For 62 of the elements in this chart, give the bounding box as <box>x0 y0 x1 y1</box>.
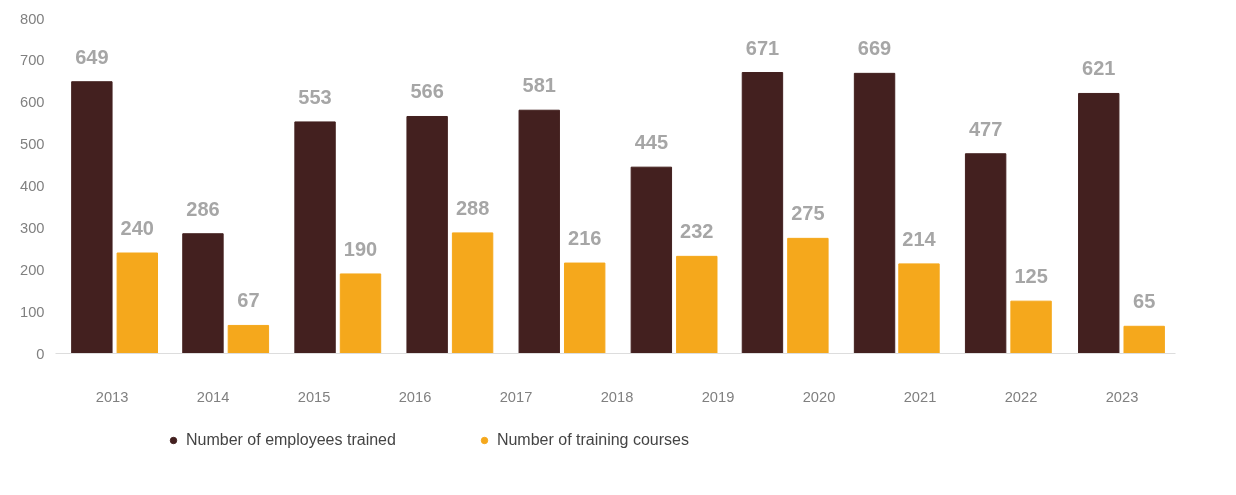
data-label: 125 <box>1014 265 1048 288</box>
x-tick-label: 2014 <box>196 388 230 405</box>
x-tick-label: 2015 <box>297 388 331 405</box>
y-tick-label: 700 <box>20 52 45 69</box>
x-tick-label: 2021 <box>903 388 937 405</box>
data-label: 649 <box>75 45 109 68</box>
data-label: 216 <box>568 227 602 250</box>
y-tick-label: 400 <box>20 178 45 194</box>
y-tick-label: 0 <box>36 345 45 362</box>
data-label: 621 <box>1082 57 1116 80</box>
bar <box>741 72 784 354</box>
data-label: 232 <box>680 220 714 243</box>
x-tick-label: 2017 <box>499 388 533 405</box>
bar <box>518 109 560 354</box>
bar <box>227 324 270 354</box>
bar <box>1010 300 1052 354</box>
data-label: 286 <box>186 197 220 220</box>
data-label: 214 <box>902 227 937 250</box>
x-tick-label: 2013 <box>95 388 129 405</box>
data-label: 288 <box>455 196 490 219</box>
bar <box>564 262 606 354</box>
x-tick-label: 2022 <box>1004 388 1038 405</box>
data-label: 190 <box>343 237 378 260</box>
bar <box>339 273 382 354</box>
y-tick-label: 200 <box>20 261 45 278</box>
data-label: 669 <box>857 37 892 60</box>
bar <box>294 121 336 354</box>
legend-label: Number of employees trained <box>186 431 396 449</box>
data-label: 566 <box>410 80 444 103</box>
legend-label: Number of training courses <box>496 431 689 449</box>
y-tick-label: 300 <box>20 219 45 236</box>
bar <box>964 153 1007 354</box>
x-tick-label: 2023 <box>1105 388 1139 405</box>
y-tick-label: 500 <box>20 136 45 153</box>
data-label: 240 <box>120 217 154 239</box>
data-label: 553 <box>298 85 332 108</box>
x-tick-label: 2019 <box>701 388 735 405</box>
data-label: 65 <box>1133 290 1156 313</box>
y-tick-label: 600 <box>20 94 45 111</box>
bar <box>451 232 494 354</box>
bar <box>853 72 896 354</box>
x-tick-label: 2016 <box>398 388 432 405</box>
data-label: 477 <box>968 117 1003 140</box>
x-tick-label: 2018 <box>600 388 634 405</box>
bar <box>1123 325 1165 354</box>
data-label: 275 <box>791 202 825 225</box>
bar <box>1078 92 1120 354</box>
bar <box>116 252 158 354</box>
bar <box>406 115 448 354</box>
data-label: 445 <box>634 131 669 154</box>
y-tick-label: 100 <box>20 303 45 320</box>
bar <box>182 233 224 354</box>
x-tick-label: 2020 <box>802 388 836 405</box>
bar <box>630 166 673 354</box>
bar <box>898 263 940 354</box>
y-tick-label: 800 <box>20 10 45 27</box>
data-label: 671 <box>745 36 780 59</box>
bar <box>787 237 829 354</box>
data-label: 581 <box>522 74 556 97</box>
bar <box>676 255 718 354</box>
bar <box>71 81 113 354</box>
data-label: 67 <box>237 289 260 312</box>
